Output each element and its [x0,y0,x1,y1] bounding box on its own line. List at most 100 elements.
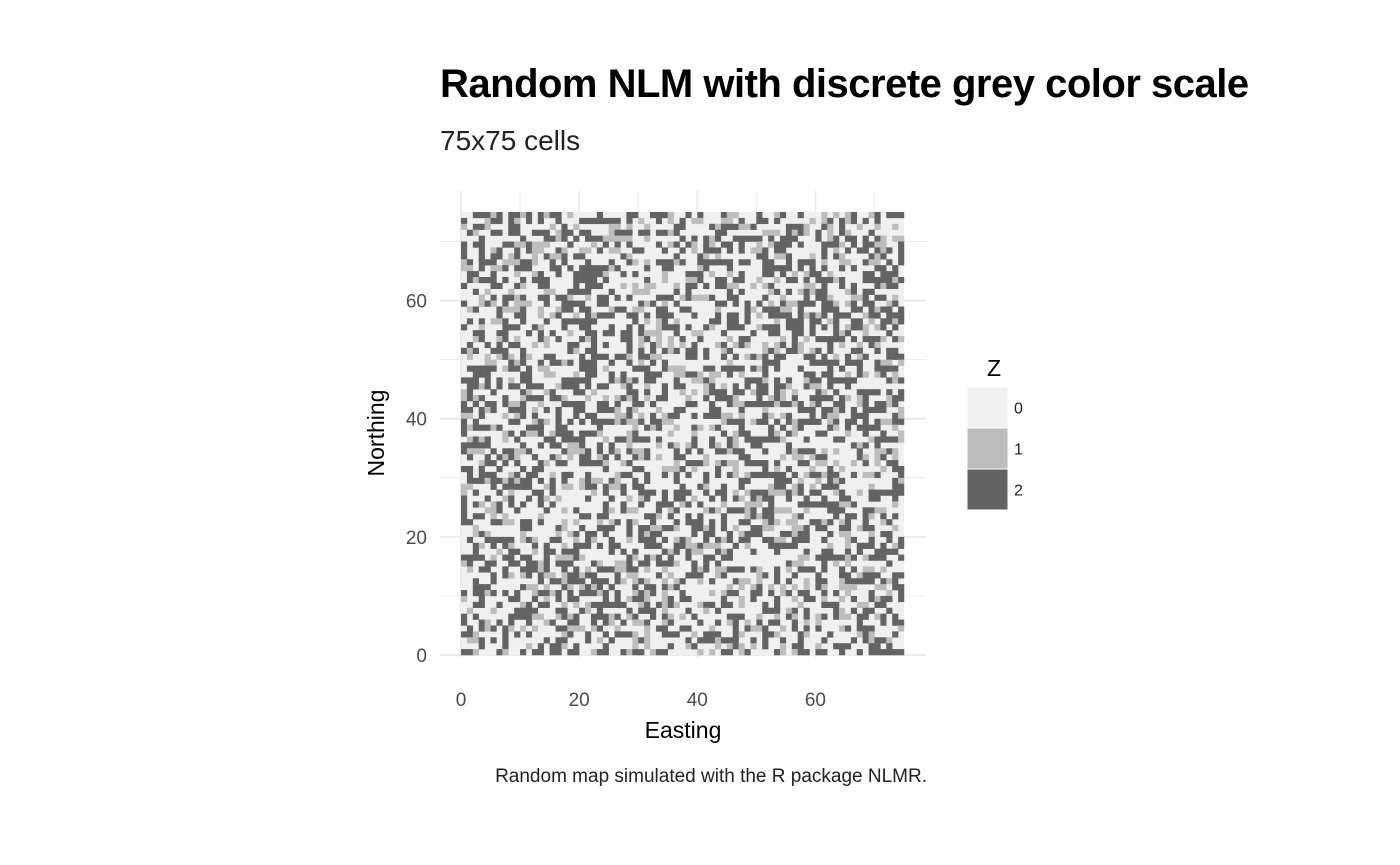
raster-cell [892,276,899,284]
raster-cell [791,424,798,431]
raster-cell [762,607,769,614]
raster-cell [644,513,651,520]
raster-cell [520,241,527,248]
raster-cell [644,365,651,372]
raster-cell [661,625,668,632]
raster-cell [496,347,503,355]
raster-cell [638,607,645,614]
raster-cell [774,330,781,337]
raster-cell [720,460,728,467]
raster-cell [709,424,716,431]
raster-cell [667,212,674,219]
raster-cell [655,371,663,378]
raster-cell [791,584,798,591]
raster-cell [762,519,769,526]
raster-cell [472,424,479,431]
raster-cell [756,625,763,632]
raster-cell [472,377,479,384]
raster-cell [514,365,521,372]
raster-cell [750,401,757,408]
raster-cell [620,489,627,496]
raster-cell [768,235,775,242]
raster-cell [850,306,857,313]
raster-cell [762,436,769,443]
raster-cell [638,229,645,236]
raster-cell [874,572,881,579]
raster-cell [472,590,479,597]
raster-cell [596,460,604,467]
raster-cell [797,330,804,337]
raster-cell [762,294,769,301]
raster-cell [738,566,745,573]
raster-cell [466,436,474,443]
raster-cell [561,259,568,266]
raster-cell [720,395,728,402]
raster-cell [844,377,852,384]
raster-cell [525,217,533,225]
raster-cell [844,519,852,526]
raster-cell [502,477,509,484]
raster-cell [856,613,863,620]
raster-cell [590,418,598,425]
raster-cell [602,613,609,620]
raster-cell [667,442,674,449]
raster-cell [750,365,757,372]
raster-cell [490,483,497,490]
raster-cell [697,513,704,520]
raster-cell [697,460,704,467]
raster-cell [555,418,562,425]
raster-cell [561,460,568,467]
raster-cell [797,525,804,532]
raster-cell [768,412,775,419]
raster-cell [478,406,485,414]
raster-cell [685,595,692,603]
raster-cell [803,336,810,343]
raster-cell [774,613,781,620]
raster-cell [484,377,491,384]
raster-cell [738,247,745,254]
raster-cell [520,312,527,319]
raster-cell [561,436,568,443]
raster-cell [484,424,491,431]
raster-cell [809,406,816,414]
raster-cell [785,519,793,526]
raster-cell [732,578,739,585]
raster-cell [520,566,527,573]
raster-cell [844,542,852,549]
raster-cell [620,229,627,236]
raster-cell [774,578,781,585]
raster-cell [679,389,686,396]
raster-cell [461,513,468,520]
raster-cell [785,306,793,313]
raster-cell [632,448,639,455]
raster-cell [525,424,533,431]
raster-cell [502,265,509,272]
raster-cell [602,436,609,443]
raster-cell [661,276,668,284]
raster-cell [815,235,822,242]
raster-cell [768,607,775,614]
raster-cell [833,300,840,307]
raster-cell [608,288,615,295]
raster-cell [774,401,781,408]
raster-cell [703,235,710,242]
raster-cell [898,584,905,591]
raster-cell [774,460,781,467]
raster-cell [827,424,834,431]
raster-cell [531,424,539,431]
raster-cell [750,507,757,514]
raster-cell [573,412,580,419]
raster-cell [461,223,468,230]
raster-cell [762,525,769,532]
raster-cell [726,294,733,301]
raster-cell [661,229,668,236]
raster-cell [650,282,657,290]
raster-cell [880,601,887,608]
raster-cell [815,276,822,284]
raster-cell [779,471,787,479]
raster-cell [620,560,627,567]
raster-cell [756,525,763,532]
raster-cell [833,353,840,360]
raster-cell [502,536,509,544]
raster-cell [703,530,710,538]
